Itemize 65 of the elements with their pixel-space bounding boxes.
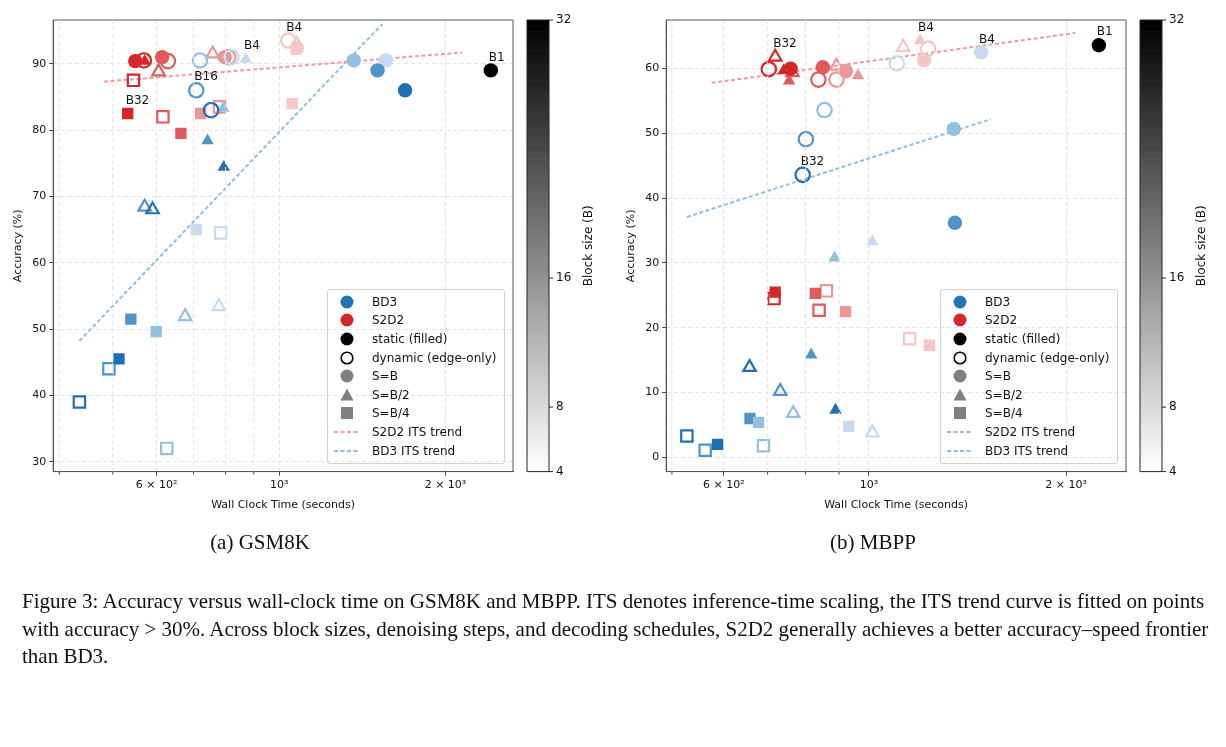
y-tick-label: 40 [645, 191, 660, 205]
color-bar-label: 8 [556, 399, 564, 414]
annotation: B32 [125, 92, 150, 107]
annotation: dynamic (edge-only) [372, 350, 497, 365]
color-bar-label: 16 [556, 270, 572, 285]
y-tick-label: 40 [32, 388, 47, 402]
annotation: S=B/2 [372, 387, 410, 402]
annotation: static (filled) [372, 332, 448, 347]
y-tick-label: 80 [32, 122, 47, 136]
annotation: S=B/4 [985, 406, 1023, 421]
y-axis-title: Accuracy (%) [624, 209, 638, 283]
y-tick-label: 30 [32, 454, 47, 468]
annotation: dynamic (edge-only) [985, 350, 1110, 365]
y-tick-label: 10 [645, 385, 660, 399]
legend-label: BD3 ITS trend [985, 443, 1069, 458]
annotation: B4 [286, 19, 303, 34]
annotation: B4 [918, 19, 934, 34]
text: (a) GSM8K [209, 530, 311, 555]
annotation: B4 [244, 38, 260, 53]
text: (b) MBPP [829, 530, 917, 555]
y-tick-label: 90 [32, 56, 47, 70]
x-tick-label: 2 × 10³ [424, 478, 467, 492]
annotation: S2D2 [985, 313, 1018, 328]
annotation: S=B/2 [985, 387, 1023, 402]
legend-label: S2D2 ITS trend [985, 425, 1076, 440]
y-tick-label: 20 [645, 320, 660, 334]
color-bar-label: 16 [1169, 270, 1185, 285]
x-tick-label: 6 × 10² [702, 478, 745, 492]
annotation: S=B [372, 369, 398, 384]
color-bar-title: Block size (B) [1194, 205, 1209, 287]
color-bar-label: 32 [556, 12, 572, 27]
y-tick-label: 50 [645, 126, 660, 140]
annotation: BD3 [985, 294, 1011, 309]
y-tick-label: 0 [652, 450, 660, 464]
color-bar-label: 8 [1169, 399, 1177, 414]
x-tick-label: 10³ [859, 478, 879, 492]
annotation: B32 [773, 36, 797, 51]
y-axis-title: Accuracy (%) [11, 209, 25, 283]
x-axis-title: Wall Clock Time (seconds) [211, 498, 356, 512]
legend-label: BD3 ITS trend [372, 443, 456, 458]
color-bar-title: Block size (B) [581, 205, 596, 287]
annotation: BD3 [372, 294, 398, 309]
annotation: B1 [1096, 24, 1113, 39]
y-tick-label: 60 [32, 255, 47, 269]
legend-label: S2D2 ITS trend [372, 425, 463, 440]
annotation: B1 [488, 49, 505, 64]
annotation: S=B [985, 369, 1011, 384]
y-tick-label: 30 [645, 255, 660, 269]
annotation: B32 [800, 153, 825, 168]
x-tick-label: 10³ [269, 478, 289, 492]
y-tick-label: 60 [645, 61, 660, 75]
color-bar-label: 32 [1169, 12, 1185, 27]
annotation: B16 [194, 69, 218, 84]
color-bar-label: 4 [1169, 463, 1177, 478]
annotation: B4 [978, 31, 995, 46]
y-tick-label: 70 [32, 189, 47, 203]
x-axis-title: Wall Clock Time (seconds) [824, 498, 969, 512]
annotation: S=B/4 [372, 406, 410, 421]
annotation: static (filled) [985, 332, 1061, 347]
annotation: S2D2 [372, 313, 405, 328]
x-tick-label: 2 × 10³ [1045, 478, 1087, 492]
color-bar-label: 4 [556, 463, 564, 478]
y-tick-label: 50 [32, 321, 47, 335]
x-tick-label: 6 × 10² [135, 478, 178, 492]
caption: Figure 3: Accuracy versus wall-clock time on GSM8K and MBPP. ITS denotes inference-time scaling, the ITS trend curve is fitted on points with accuracy > 30%. Across block sizes, denoising steps, and decoding schedules, S2D2 generally achieves a better accuracy–speed frontier than BD3. [22, 588, 1210, 671]
